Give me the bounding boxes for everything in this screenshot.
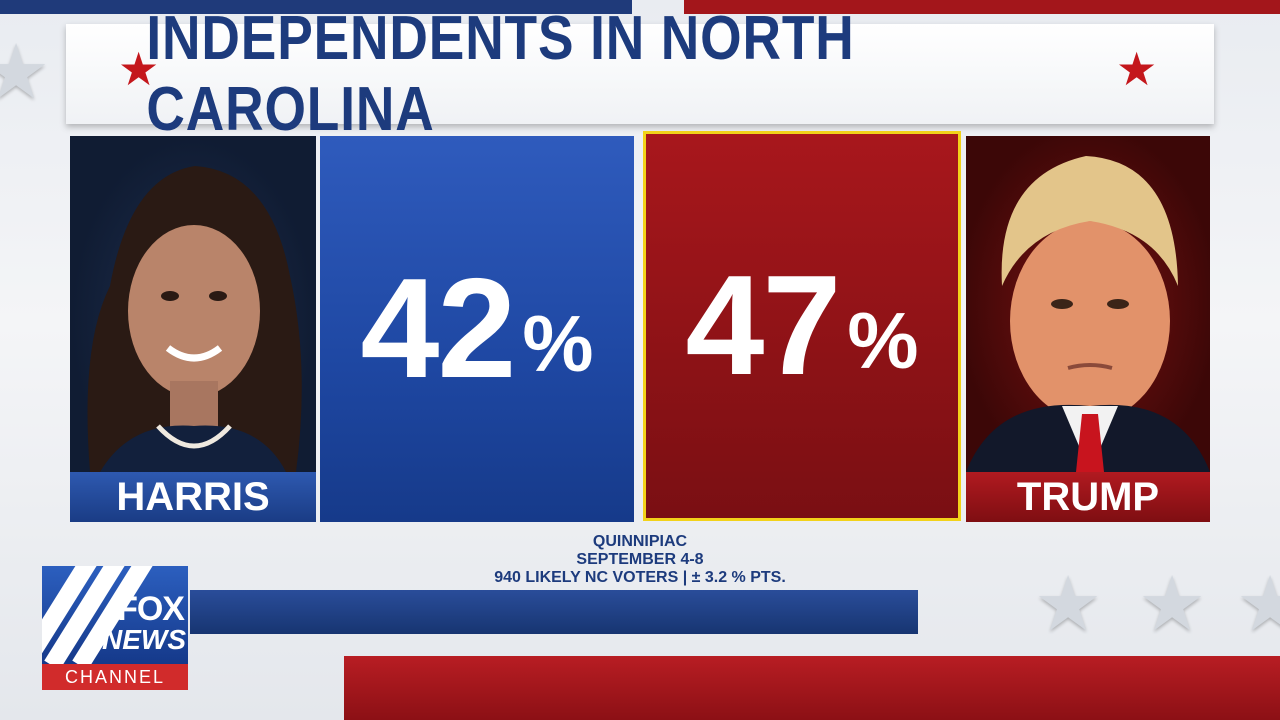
harris-photo — [70, 136, 316, 472]
logo-channel-text: CHANNEL — [42, 664, 188, 690]
logo-news-text: NEWS — [102, 624, 186, 655]
background-star-icon: ★ — [1236, 559, 1280, 648]
background-star-icon: ★ — [1138, 559, 1207, 648]
trump-photo — [966, 136, 1210, 472]
top-red-stripe — [684, 0, 1280, 14]
poll-sample: 940 LIKELY NC VOTERS | ± 3.2 % PTS. — [494, 569, 786, 586]
logo-top: FOX NEWS — [42, 566, 188, 664]
logo-fox-text: FOX — [117, 590, 185, 628]
fox-news-logo: FOX NEWS CHANNEL — [42, 566, 188, 690]
trump-percent-box: 47 % — [643, 131, 961, 521]
bottom-blue-stripe — [190, 590, 918, 634]
bottom-red-stripe — [344, 656, 1280, 720]
harris-percent-box: 42 % — [320, 136, 634, 522]
poll-source: QUINNIPIAC SEPTEMBER 4-8 940 LIKELY NC V… — [320, 533, 960, 587]
trump-percent-value: 47 — [685, 246, 841, 405]
page-title: INDEPENDENTS IN NORTH CAROLINA — [146, 4, 855, 144]
harris-percent-value: 42 — [360, 249, 516, 408]
background-star-icon: ★ — [1034, 559, 1103, 648]
star-icon: ★ — [1116, 42, 1158, 96]
star-icon: ★ — [118, 42, 160, 96]
background-star-icon: ★ — [0, 27, 51, 116]
percent-sign: % — [522, 299, 594, 388]
top-blue-stripe — [0, 0, 632, 14]
poll-dates: SEPTEMBER 4-8 — [576, 551, 704, 568]
candidate-name-trump: TRUMP — [966, 472, 1210, 522]
pollster-name: QUINNIPIAC — [592, 533, 688, 550]
candidate-name-harris: HARRIS — [70, 472, 316, 522]
percent-sign: % — [847, 296, 919, 385]
title-bar: INDEPENDENTS IN NORTH CAROLINA — [66, 4, 1214, 144]
